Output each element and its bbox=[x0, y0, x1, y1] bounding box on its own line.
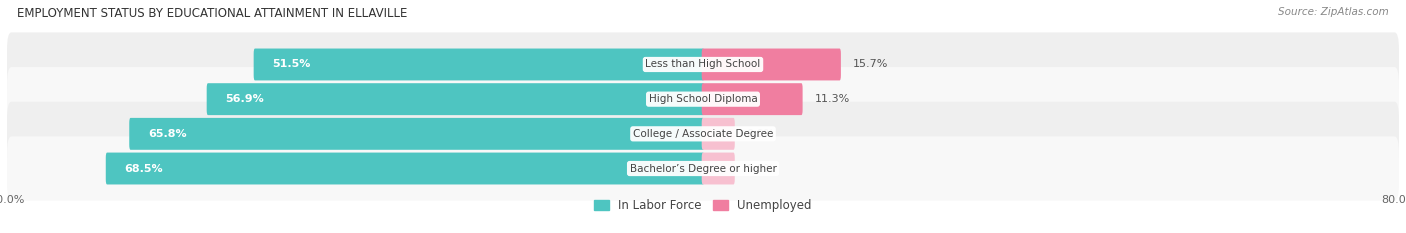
FancyBboxPatch shape bbox=[702, 118, 735, 150]
FancyBboxPatch shape bbox=[7, 137, 1399, 201]
FancyBboxPatch shape bbox=[702, 83, 803, 115]
Text: 51.5%: 51.5% bbox=[273, 59, 311, 69]
FancyBboxPatch shape bbox=[207, 83, 704, 115]
Text: 56.9%: 56.9% bbox=[225, 94, 264, 104]
Text: 0.0%: 0.0% bbox=[747, 129, 775, 139]
FancyBboxPatch shape bbox=[7, 102, 1399, 166]
FancyBboxPatch shape bbox=[7, 67, 1399, 131]
Text: 0.0%: 0.0% bbox=[747, 164, 775, 174]
FancyBboxPatch shape bbox=[105, 153, 704, 185]
Text: Source: ZipAtlas.com: Source: ZipAtlas.com bbox=[1278, 7, 1389, 17]
FancyBboxPatch shape bbox=[253, 48, 704, 80]
Text: 65.8%: 65.8% bbox=[148, 129, 187, 139]
FancyBboxPatch shape bbox=[702, 48, 841, 80]
Text: Less than High School: Less than High School bbox=[645, 59, 761, 69]
Text: College / Associate Degree: College / Associate Degree bbox=[633, 129, 773, 139]
FancyBboxPatch shape bbox=[7, 32, 1399, 96]
FancyBboxPatch shape bbox=[702, 153, 735, 185]
Legend: In Labor Force, Unemployed: In Labor Force, Unemployed bbox=[595, 199, 811, 212]
Text: 11.3%: 11.3% bbox=[814, 94, 849, 104]
Text: EMPLOYMENT STATUS BY EDUCATIONAL ATTAINMENT IN ELLAVILLE: EMPLOYMENT STATUS BY EDUCATIONAL ATTAINM… bbox=[17, 7, 408, 20]
FancyBboxPatch shape bbox=[129, 118, 704, 150]
Text: 15.7%: 15.7% bbox=[852, 59, 889, 69]
Text: Bachelor’s Degree or higher: Bachelor’s Degree or higher bbox=[630, 164, 776, 174]
Text: 68.5%: 68.5% bbox=[125, 164, 163, 174]
Text: High School Diploma: High School Diploma bbox=[648, 94, 758, 104]
